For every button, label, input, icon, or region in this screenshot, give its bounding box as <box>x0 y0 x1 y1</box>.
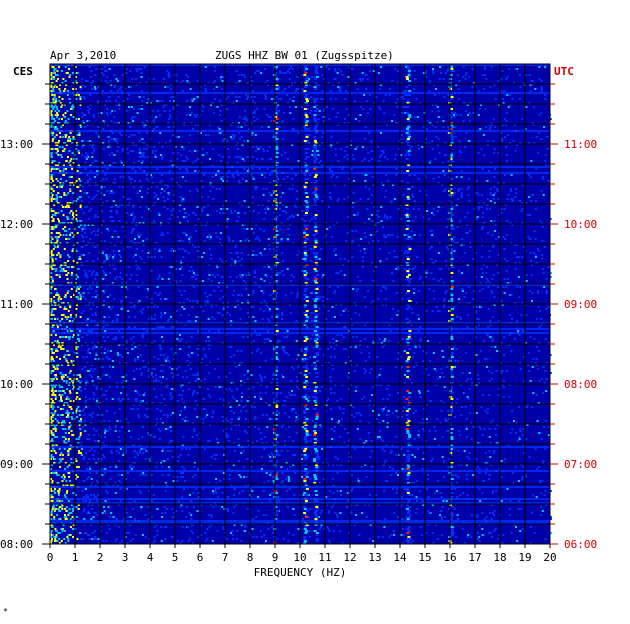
left-time-label: 09:00 <box>0 458 33 471</box>
x-tick-label: 11 <box>318 551 331 564</box>
x-tick-label: 18 <box>493 551 506 564</box>
x-tick-label: 14 <box>393 551 407 564</box>
date-label: Apr 3,2010 <box>50 49 116 62</box>
x-tick-label: 9 <box>272 551 279 564</box>
right-time-label: 08:00 <box>564 378 597 391</box>
right-time-label: 07:00 <box>564 458 597 471</box>
right-time-label: 06:00 <box>564 538 597 551</box>
x-tick-label: 15 <box>418 551 431 564</box>
left-time-axis: 08:00 09:00 10:00 11:00 12:00 13:00 <box>0 83 50 551</box>
x-tick-label: 5 <box>172 551 179 564</box>
x-tick-label: 4 <box>147 551 154 564</box>
x-tick-label: 3 <box>122 551 129 564</box>
right-time-axis: 06:00 07:00 08:00 09:00 10:00 11:00 <box>550 83 597 551</box>
left-time-label: 10:00 <box>0 378 33 391</box>
x-tick-label: 13 <box>368 551 381 564</box>
left-time-label: 13:00 <box>0 138 33 151</box>
left-time-label: 11:00 <box>0 298 33 311</box>
x-tick-label: 12 <box>343 551 356 564</box>
left-timezone-label: CES <box>13 65 33 78</box>
x-tick-label: 19 <box>518 551 531 564</box>
frequency-axis: 0 1 2 3 4 5 6 7 8 9 10 11 12 13 14 15 16 17 18 19 20 <box>47 544 557 564</box>
station-title: ZUGS HHZ BW 01 (Zugsspitze) <box>215 49 394 62</box>
right-timezone-label: UTC <box>554 65 574 78</box>
right-time-label: 10:00 <box>564 218 597 231</box>
x-tick-label: 16 <box>443 551 456 564</box>
x-tick-label: 0 <box>47 551 54 564</box>
x-tick-label: 17 <box>468 551 481 564</box>
right-time-label: 09:00 <box>564 298 597 311</box>
x-axis-label: FREQUENCY (HZ) <box>254 566 347 579</box>
left-time-label: 12:00 <box>0 218 33 231</box>
x-tick-label: 20 <box>543 551 556 564</box>
x-tick-label: 7 <box>222 551 229 564</box>
x-tick-label: 1 <box>72 551 79 564</box>
grid-lines <box>49 63 551 545</box>
x-tick-label: 6 <box>197 551 204 564</box>
right-time-label: 11:00 <box>564 138 597 151</box>
x-tick-label: 10 <box>293 551 306 564</box>
footer-mark: * <box>3 607 8 616</box>
left-time-label: 08:00 <box>0 538 33 551</box>
x-tick-label: 8 <box>247 551 254 564</box>
x-tick-label: 2 <box>97 551 104 564</box>
